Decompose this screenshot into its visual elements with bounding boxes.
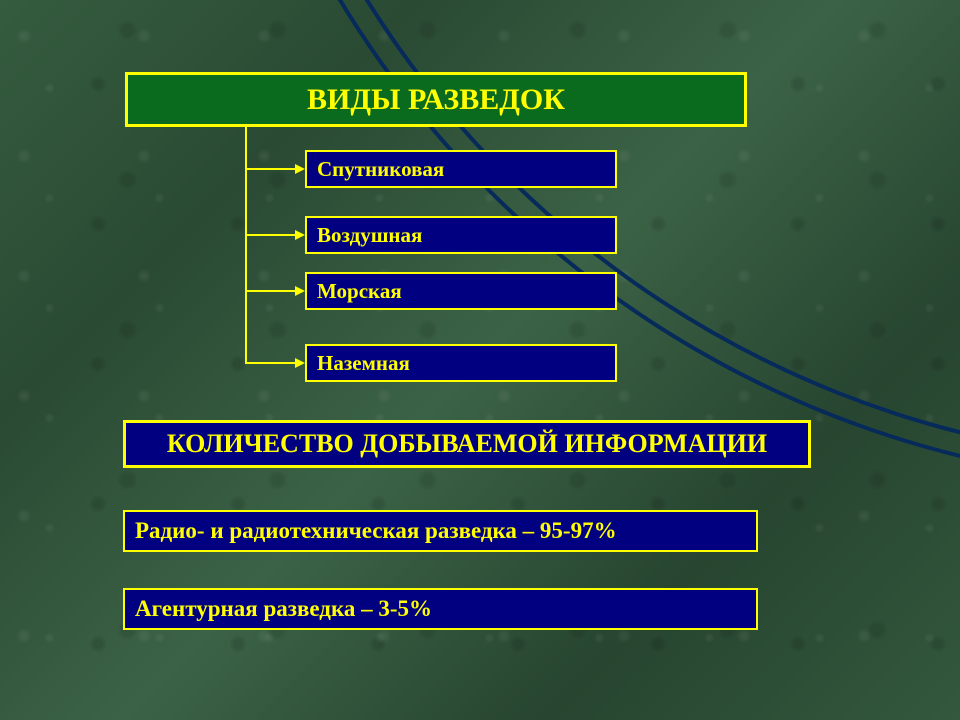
connector-branch	[245, 362, 295, 364]
main-title-box: ВИДЫ РАЗВЕДОК	[125, 72, 747, 127]
connector-stem	[245, 127, 247, 364]
connector-branch	[245, 290, 295, 292]
main-title-text: ВИДЫ РАЗВЕДОК	[307, 83, 565, 117]
info-item-text: Агентурная разведка – 3-5%	[135, 596, 432, 622]
tree-item-label: Воздушная	[317, 223, 422, 248]
connector-branch	[245, 168, 295, 170]
info-item-text: Радио- и радиотехническая разведка – 95-…	[135, 518, 617, 544]
tree-item-label: Наземная	[317, 351, 410, 376]
tree-item: Морская	[305, 272, 617, 310]
subtitle-box: КОЛИЧЕСТВО ДОБЫВАЕМОЙ ИНФОРМАЦИИ	[123, 420, 811, 468]
arrow-right-icon	[295, 358, 305, 368]
tree-item-label: Морская	[317, 279, 402, 304]
arrow-right-icon	[295, 286, 305, 296]
connector-branch	[245, 234, 295, 236]
tree-item: Спутниковая	[305, 150, 617, 188]
subtitle-text: КОЛИЧЕСТВО ДОБЫВАЕМОЙ ИНФОРМАЦИИ	[167, 429, 767, 459]
info-item: Агентурная разведка – 3-5%	[123, 588, 758, 630]
tree-item: Наземная	[305, 344, 617, 382]
tree-item: Воздушная	[305, 216, 617, 254]
arrow-right-icon	[295, 230, 305, 240]
arrow-right-icon	[295, 164, 305, 174]
info-item: Радио- и радиотехническая разведка – 95-…	[123, 510, 758, 552]
tree-item-label: Спутниковая	[317, 157, 444, 182]
